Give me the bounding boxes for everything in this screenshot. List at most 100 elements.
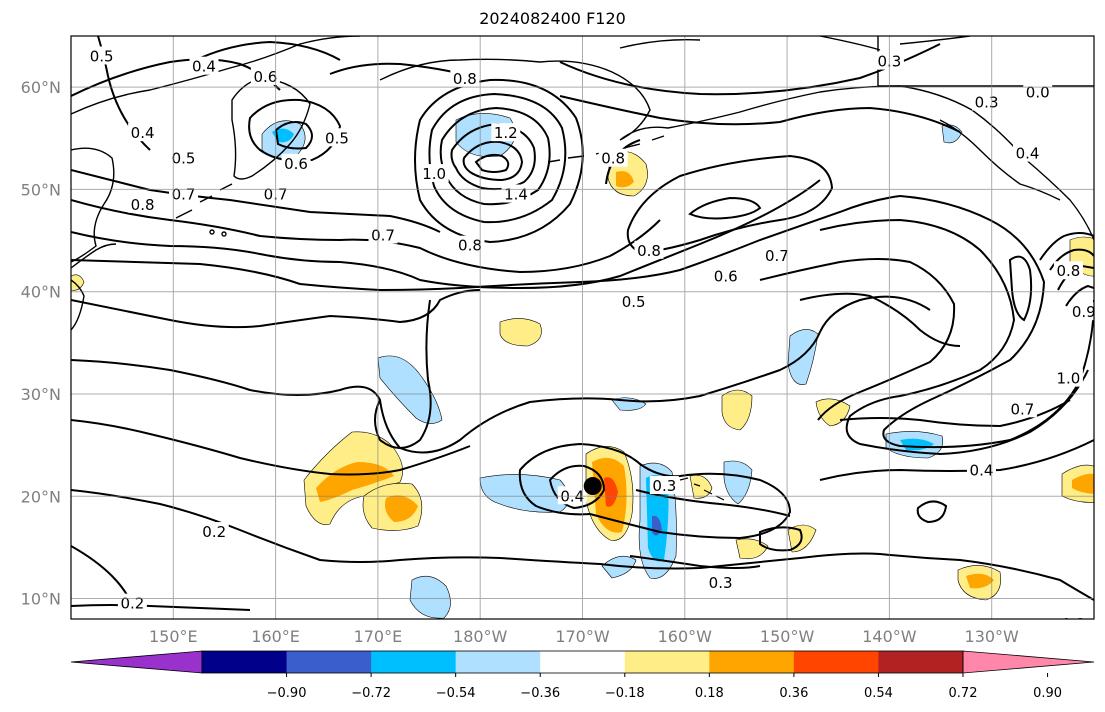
- shade-orange-aleutian: [616, 171, 634, 188]
- contour-kam-ring-1: [248, 98, 342, 162]
- shade-orange-west-2: [385, 495, 418, 522]
- contour-0.3-mid: [71, 295, 931, 454]
- contour-label-bg: [199, 522, 229, 541]
- contour-label: 0.4: [1016, 145, 1040, 163]
- contour-label: 0.7: [1010, 400, 1034, 418]
- contour-east-trough-1: [882, 195, 1094, 449]
- contour-label: 0.7: [765, 247, 789, 265]
- shade-orange-se: [966, 573, 994, 589]
- contours: [71, 36, 1094, 611]
- shade-blue-south: [409, 575, 451, 619]
- contour-0.7-band: [71, 199, 661, 274]
- contour-label: 0.7: [172, 186, 196, 204]
- contour-label-bg: [1069, 302, 1094, 321]
- contour-label: 0.6: [284, 155, 308, 173]
- contour-south-east-loop: [916, 500, 948, 524]
- latitude-label: 30°N: [21, 385, 61, 404]
- contour-0.3-south-storm: [629, 555, 761, 569]
- colorbar-tick-label: 0.54: [864, 686, 893, 701]
- latitude-label: 20°N: [21, 487, 61, 506]
- contour-0.3-storm: [635, 489, 791, 517]
- colorbar-swatch: [793, 651, 879, 673]
- colorbar-extend-high: [962, 650, 1095, 674]
- colorbar-swatch: [286, 651, 372, 673]
- contour-east-trough-4: [1039, 232, 1094, 261]
- colorbar-tick-label: 0.72: [949, 686, 978, 701]
- longitude-label: 150°W: [760, 627, 815, 646]
- contour-0.6-nw: [195, 40, 341, 61]
- contour-label-bg: [368, 225, 398, 244]
- shade-yellow-n-storm: [499, 318, 542, 347]
- contour-label: 0.8: [458, 237, 482, 255]
- contour-label-bg: [128, 194, 158, 213]
- shade-blue-hawaii-e: [723, 460, 753, 505]
- contour-label: 1.4: [504, 186, 528, 204]
- longitude-label: 160°E: [251, 627, 300, 646]
- contour-label: 0.8: [453, 70, 477, 88]
- contour-label-bg: [1059, 614, 1089, 619]
- contour-0.4-east: [839, 399, 1071, 428]
- colorbar-swatch: [202, 651, 288, 673]
- contour-0.2-south: [71, 489, 1094, 601]
- contour-label: 0.8: [131, 196, 155, 214]
- shade-blue-midpac: [377, 355, 443, 424]
- shade-yellow-central-2: [815, 398, 851, 427]
- contour-kam-ring-2: [274, 121, 313, 150]
- colorbar-swatch: [540, 651, 626, 673]
- contour-label: 0.4: [970, 462, 994, 480]
- contour-label: 0.4: [192, 58, 216, 76]
- contour-0.3-south-west: [71, 419, 471, 476]
- contour-label-bg: [598, 148, 628, 167]
- colorbar-tick-label: −0.54: [436, 686, 476, 701]
- shade-red-storm: [604, 477, 618, 507]
- contour-label-bg: [87, 46, 117, 65]
- coast-okhotsk: [71, 147, 115, 263]
- contour-label-bg: [634, 240, 664, 259]
- contour-0.4-mid-b: [374, 299, 432, 449]
- contour-0.8-band: [71, 169, 441, 233]
- coast-bc: [939, 119, 1061, 201]
- contour-label-bg: [1013, 143, 1043, 162]
- shaded-anomaly-fields: [71, 113, 1094, 619]
- contour-label: 0.3: [652, 477, 676, 495]
- colorbar-tick-label: 0.18: [695, 686, 724, 701]
- contour-0.3-sw-loop: [759, 526, 803, 552]
- contour-label-bg: [711, 266, 741, 285]
- contour-storm-outer: [518, 442, 792, 540]
- contour-label-bg: [1053, 261, 1083, 280]
- coast-japan: [71, 243, 117, 331]
- colorbar-swatch: [878, 651, 964, 673]
- contour-0.9-ne-loop: [688, 196, 762, 220]
- gridlines: [71, 36, 1094, 619]
- coast-alaska: [379, 58, 1094, 241]
- shade-orange-far-east: [1072, 473, 1094, 494]
- latitude-label: 50°N: [21, 180, 61, 199]
- shade-yellow-central: [721, 389, 753, 431]
- colorbar-swatch: [455, 651, 541, 673]
- contour-label-bg: [1007, 399, 1037, 418]
- contour-label-bg: [966, 460, 996, 479]
- colorbar-swatch: [709, 651, 795, 673]
- shade-yellow-hawaii: [689, 474, 713, 499]
- contour-label: 0.6: [253, 68, 277, 86]
- latitude-label: 40°N: [21, 283, 61, 302]
- contour-label-bg: [169, 148, 199, 167]
- latitude-label: 10°N: [21, 590, 61, 609]
- contour-label: 0.5: [325, 129, 349, 147]
- colorbar-tick-label: −0.72: [351, 686, 391, 701]
- contour-0.2-sw-b: [71, 604, 251, 611]
- contour-label: 1.0: [422, 165, 446, 183]
- contour-label: 0.6: [714, 267, 738, 285]
- contour-0.4-ne: [559, 95, 961, 133]
- latitude-label: 60°N: [21, 78, 61, 97]
- contour-label-bg: [619, 291, 649, 310]
- contour-0.6-band: [71, 179, 821, 290]
- contour-label-bg: [189, 56, 219, 75]
- contour-label: 0.3: [709, 574, 733, 592]
- colorbar-tick-label: −0.90: [267, 686, 307, 701]
- coast-alaska-north: [619, 36, 971, 51]
- contour-label: 0.8: [1056, 262, 1080, 280]
- contour-label-bg: [281, 153, 311, 172]
- longitude-label: 130°W: [965, 627, 1020, 646]
- contour-label-bg: [419, 164, 449, 183]
